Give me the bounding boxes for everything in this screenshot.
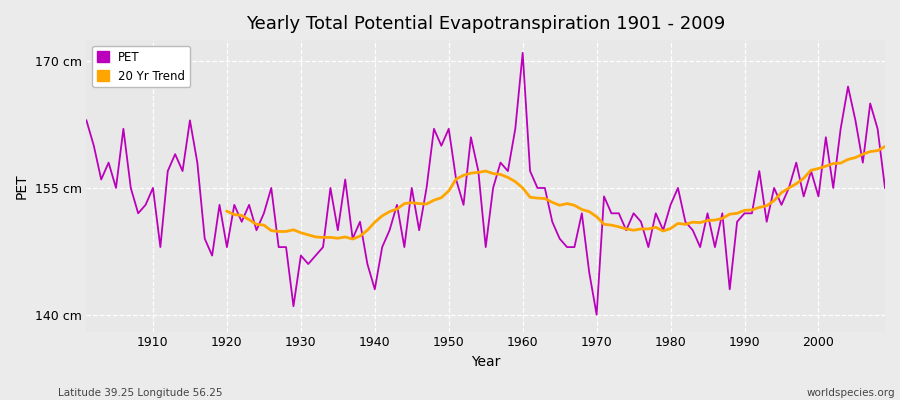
Y-axis label: PET: PET — [15, 173, 29, 199]
Legend: PET, 20 Yr Trend: PET, 20 Yr Trend — [93, 46, 190, 87]
X-axis label: Year: Year — [471, 355, 500, 369]
Title: Yearly Total Potential Evapotranspiration 1901 - 2009: Yearly Total Potential Evapotranspiratio… — [246, 15, 725, 33]
Text: Latitude 39.25 Longitude 56.25: Latitude 39.25 Longitude 56.25 — [58, 388, 223, 398]
Text: worldspecies.org: worldspecies.org — [807, 388, 896, 398]
